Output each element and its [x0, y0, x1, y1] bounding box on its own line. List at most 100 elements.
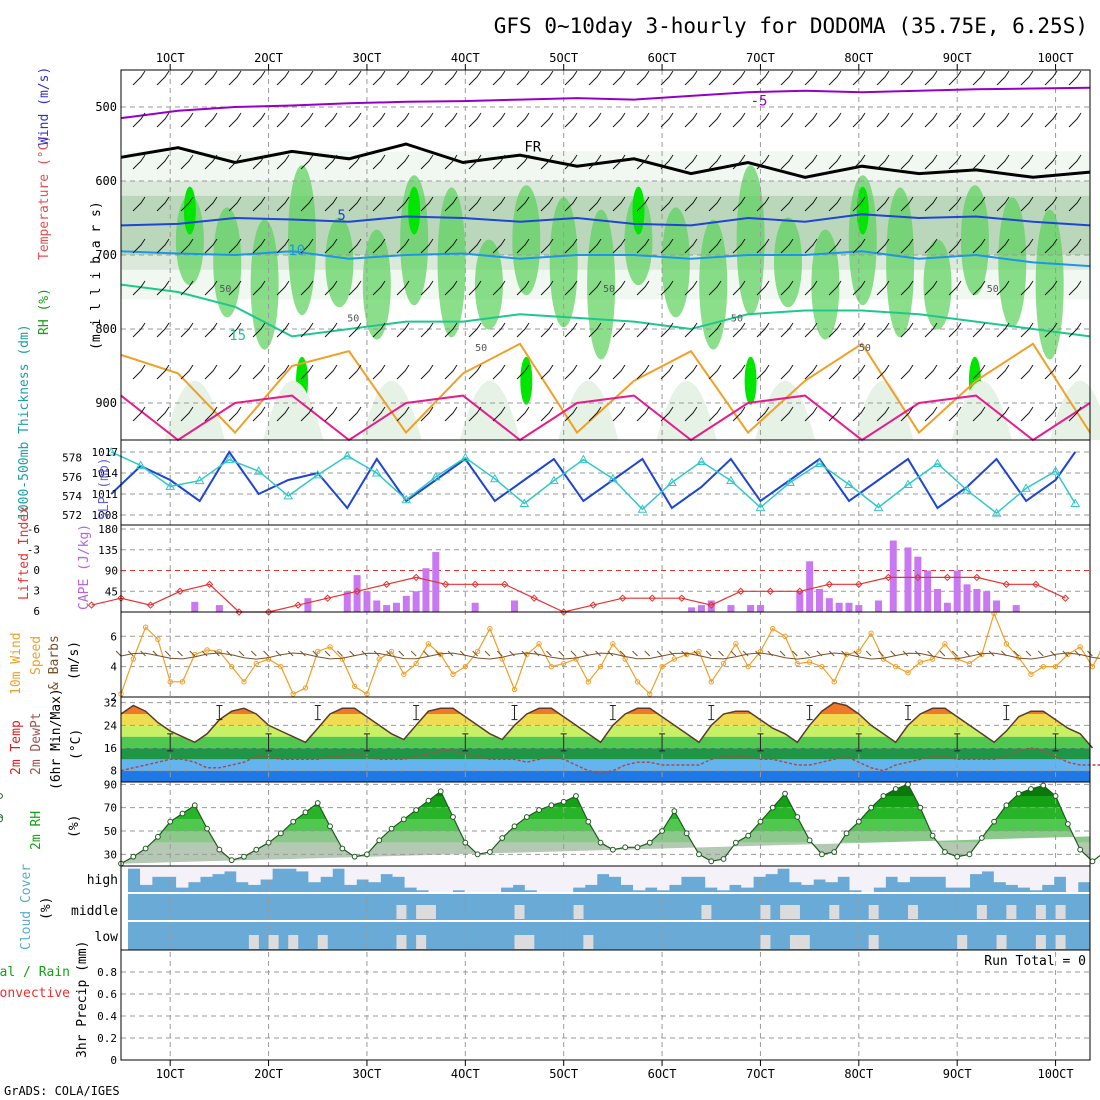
wind-barb — [444, 364, 458, 380]
text-layer: 1OCT 1OCT 2OCT 2OCT 3OCT 3OCT 4OCT 4OCT 5OCT 5OCT… — [0, 51, 1086, 1081]
wind-barb — [444, 238, 458, 254]
wind-barb — [540, 70, 554, 86]
high-cloud-cell — [548, 866, 562, 893]
wind-barb — [492, 154, 506, 170]
wind-barb — [324, 406, 338, 422]
wind-barb — [900, 280, 914, 296]
high-cloud-cell — [164, 866, 177, 877]
wind-speed-marker — [819, 663, 825, 670]
surface-wind-barb — [496, 650, 503, 657]
wind-speed-marker — [216, 648, 223, 655]
rh-marker — [868, 804, 875, 811]
precip-total-rain-label: Total / Rain — [0, 965, 70, 980]
high-cloud-cell — [777, 866, 790, 869]
surface-wind-barb — [705, 650, 712, 657]
wind-barb — [420, 238, 434, 254]
wind-barb — [564, 280, 578, 296]
high-cloud-cell — [476, 866, 490, 893]
cape-bar — [796, 591, 804, 612]
high-cloud-cell — [140, 866, 153, 885]
rh-humid-blob — [661, 207, 690, 318]
wind-barb — [372, 280, 386, 296]
minmax-bar — [511, 705, 518, 721]
wind-barb — [228, 406, 242, 422]
minmax-bar — [757, 733, 764, 752]
rh-humid-blob — [474, 239, 503, 330]
rh-humid-blob — [1035, 209, 1064, 360]
high-cloud-cell — [945, 866, 959, 888]
low-cloud-gap — [248, 935, 259, 949]
wind-barb — [852, 322, 866, 338]
dry-surface-valley — [951, 380, 1012, 440]
cape-bar — [835, 602, 843, 612]
cloud-unit-ylabel: (%) — [39, 897, 54, 920]
high-cloud-cell — [765, 866, 778, 875]
wind-barb — [852, 154, 866, 170]
rh2m-ylabel: 2m RH — [29, 811, 44, 850]
cape-bar — [845, 602, 853, 612]
wind-barb — [228, 112, 242, 128]
lifted-index-marker — [205, 580, 214, 589]
wind-barb — [372, 196, 386, 212]
wind-barb — [468, 196, 482, 212]
surface-wind-barb — [1037, 650, 1044, 657]
surface-wind-barb — [681, 650, 688, 657]
wind-tick-label: 2 — [110, 691, 117, 704]
surface-wind-barb — [619, 650, 626, 657]
wind-barb — [852, 238, 866, 254]
rh-marker — [597, 839, 604, 846]
wind-barb — [684, 238, 698, 254]
wind-barb — [732, 196, 746, 212]
dry-surface-valley — [263, 380, 324, 440]
rh-humid-blob — [811, 229, 840, 340]
lifted-index-marker — [707, 601, 715, 609]
wind-speed-marker — [1077, 644, 1083, 650]
wind-barb — [996, 406, 1010, 422]
wind-speed-marker — [302, 685, 309, 691]
high-cloud-cell — [260, 866, 273, 880]
wind-barb — [852, 112, 866, 128]
slp-ylabel: SLP (mb) — [97, 457, 112, 520]
wind-barb — [756, 196, 770, 212]
lifted-index-ylabel: Lifted Index — [17, 506, 32, 600]
wind-barb — [252, 406, 266, 422]
wind-barb — [300, 112, 314, 128]
minmax-bar — [659, 733, 666, 752]
wind-speed-marker — [388, 648, 395, 655]
cape-bar — [973, 588, 981, 612]
rh-marker — [1077, 846, 1084, 853]
wind-barb — [204, 364, 218, 380]
thickness-marker — [962, 485, 972, 494]
cape-bar — [727, 605, 735, 612]
lifted-index-marker — [176, 587, 184, 595]
surface-wind-barb — [152, 650, 159, 657]
li-tick-label: -3 — [27, 544, 40, 557]
wind-barb — [900, 196, 914, 212]
rh-line — [120, 783, 1100, 865]
low-cloud-gap — [416, 935, 427, 949]
wind-barb — [588, 238, 602, 254]
cape-bar — [392, 602, 400, 612]
wind-tick-label: 6 — [110, 630, 117, 643]
lifted-index-marker — [1032, 580, 1040, 589]
wind-barb — [204, 322, 218, 338]
wind-barb — [804, 238, 818, 254]
rh-marker — [1028, 786, 1034, 792]
rh-marker — [253, 846, 260, 853]
wind-barb — [300, 364, 314, 380]
wind-barb — [732, 154, 746, 170]
wind-barb — [996, 364, 1010, 380]
wind-barb — [708, 364, 722, 380]
wind-barb — [348, 196, 362, 212]
chart-title: GFS 0~10day 3-hourly for DODOMA (35.75E,… — [494, 14, 1088, 38]
rh-marker — [228, 857, 235, 864]
wind-barb — [780, 154, 794, 170]
slp-tick-label: 1017 — [92, 446, 119, 459]
precip-tick-label: 0.6 — [97, 988, 117, 1001]
wind-barb — [420, 322, 434, 338]
isotherm-10 — [120, 250, 1091, 268]
li-tick-label: 3 — [33, 585, 40, 598]
wind-barb — [1020, 196, 1034, 212]
high-cloud-cell — [993, 866, 1007, 883]
wind-barb — [204, 196, 218, 212]
